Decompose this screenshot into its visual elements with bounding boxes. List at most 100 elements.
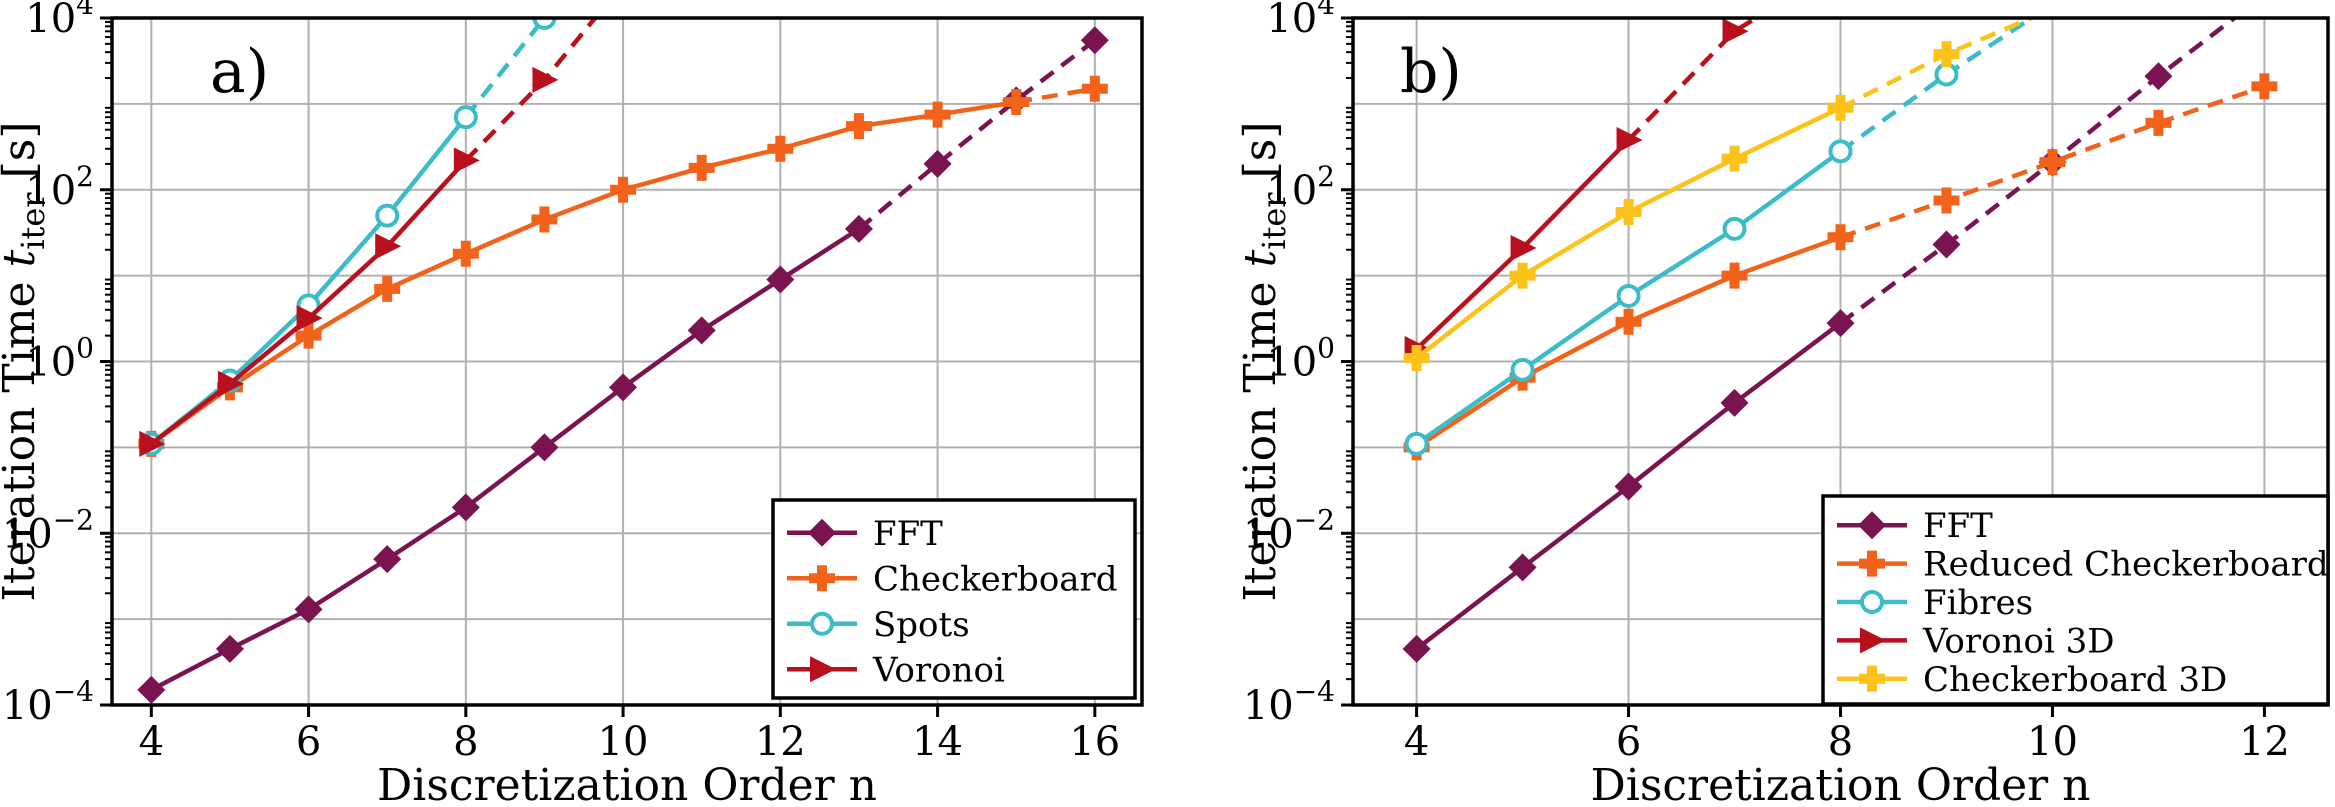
legend-entry: Spots <box>787 605 970 645</box>
y-axis-label: Iteration Time titer [s] <box>1235 121 1293 601</box>
y-label-suffix: [s] <box>0 121 45 192</box>
legend-entry: Fibres <box>1837 583 2033 623</box>
data-point <box>531 206 558 233</box>
y-tick-exponent: −2 <box>1294 503 1335 536</box>
data-point <box>296 305 323 332</box>
legend-entry: Voronoi <box>787 650 1005 690</box>
data-point <box>688 154 715 181</box>
y-tick-label: 104 <box>25 0 94 42</box>
data-point <box>1933 187 1960 214</box>
data-point <box>609 373 638 402</box>
data-point <box>2144 62 2173 91</box>
y-tick-exponent: 2 <box>76 160 94 193</box>
x-tick-label: 6 <box>296 719 321 765</box>
legend-label: Voronoi <box>872 650 1005 690</box>
series-fft <box>137 26 1109 704</box>
y-label-prefix: Iteration Time <box>1235 267 1286 601</box>
data-point <box>844 214 873 243</box>
series-line-solid <box>150 227 861 692</box>
series-reduced-checkerboard <box>1403 73 2278 461</box>
series-line-dashed <box>1626 18 1761 142</box>
x-tick-label: 4 <box>1404 719 1429 765</box>
data-point <box>1402 634 1431 663</box>
series-spots <box>139 18 557 456</box>
data-point <box>374 275 401 302</box>
y-tick-label: 10−2 <box>2 503 94 557</box>
data-point <box>1933 41 1960 68</box>
x-tick-label: 16 <box>1069 719 1120 765</box>
panel-label: a) <box>210 37 269 107</box>
x-tick-label: 14 <box>912 719 963 765</box>
y-tick-label: 10−4 <box>2 675 94 729</box>
x-tick-label: 8 <box>1828 719 1853 765</box>
y-tick-base: 10 <box>2 511 53 557</box>
data-point <box>766 265 795 294</box>
data-point <box>1722 216 1747 241</box>
data-point <box>1080 26 1109 55</box>
y-tick-exponent: −4 <box>1294 675 1335 708</box>
data-point <box>1003 89 1030 116</box>
data-point <box>2039 149 2066 176</box>
data-point <box>453 105 478 130</box>
panel-label: b) <box>1400 37 1462 107</box>
y-tick-base: 10 <box>1266 168 1317 214</box>
panel-a: 4 6 8 10 12 14 1610−410−2100102104Discretizati… <box>0 0 1144 807</box>
y-tick-exponent: 0 <box>76 332 94 365</box>
data-point <box>1720 388 1749 417</box>
y-tick-exponent: −2 <box>53 503 94 536</box>
x-tick-label: 4 <box>139 719 164 765</box>
series-line-dashed <box>1015 86 1096 105</box>
data-point <box>375 233 402 260</box>
data-point <box>375 203 400 228</box>
legend-entry: Checkerboard <box>787 559 1118 599</box>
y-tick-base: 10 <box>25 0 76 42</box>
data-point <box>767 135 794 162</box>
data-point <box>215 634 244 663</box>
x-axis-label: Discretization Order n <box>377 760 877 807</box>
y-tick-exponent: 0 <box>1317 332 1335 365</box>
series-fibres <box>1404 18 2036 456</box>
data-point <box>1934 62 1959 87</box>
y-tick-label: 102 <box>1266 160 1335 214</box>
data-point <box>1615 199 1642 226</box>
legend-marker <box>810 656 836 683</box>
y-axis-label: Iteration Time titer [s] <box>0 121 52 601</box>
legend-label: Checkerboard <box>873 559 1118 599</box>
legend-entry: FFT <box>1837 506 1993 546</box>
plot-area <box>137 18 1109 704</box>
data-point <box>687 316 716 345</box>
data-point <box>139 430 166 457</box>
data-point <box>1616 283 1641 308</box>
x-axis-label: Discretization Order n <box>1590 760 2090 807</box>
y-tick-label: 102 <box>25 160 94 214</box>
plot-area <box>1402 18 2278 663</box>
y-tick-base: 10 <box>1243 683 1294 729</box>
data-point <box>2145 109 2172 136</box>
legend-marker <box>1859 550 1885 577</box>
data-point <box>453 147 480 174</box>
legend-marker <box>1859 665 1885 692</box>
data-point <box>610 176 637 203</box>
legend-marker <box>1860 590 1884 614</box>
x-tick-label: 6 <box>1616 719 1641 765</box>
y-label-suffix: [s] <box>1235 121 1286 192</box>
series-checkerboard-3d <box>1403 18 2037 371</box>
y-label-var: t <box>1235 249 1286 267</box>
data-point <box>1932 230 1961 259</box>
x-tick-label: 8 <box>453 719 478 765</box>
x-tick-label: 10 <box>598 719 649 765</box>
y-tick-base: 10 <box>1266 340 1317 386</box>
data-point <box>1081 75 1108 102</box>
legend-marker <box>1860 627 1886 654</box>
data-point <box>1828 139 1853 164</box>
legend-entry: Reduced Checkerboard <box>1837 545 2329 585</box>
y-tick-label: 10−4 <box>1243 675 1335 729</box>
y-label-sub: iter <box>14 192 52 250</box>
data-point <box>373 545 402 574</box>
y-tick-label: 104 <box>1266 0 1335 42</box>
data-point <box>1509 262 1536 289</box>
data-point <box>2251 73 2278 100</box>
data-point <box>1721 262 1748 289</box>
